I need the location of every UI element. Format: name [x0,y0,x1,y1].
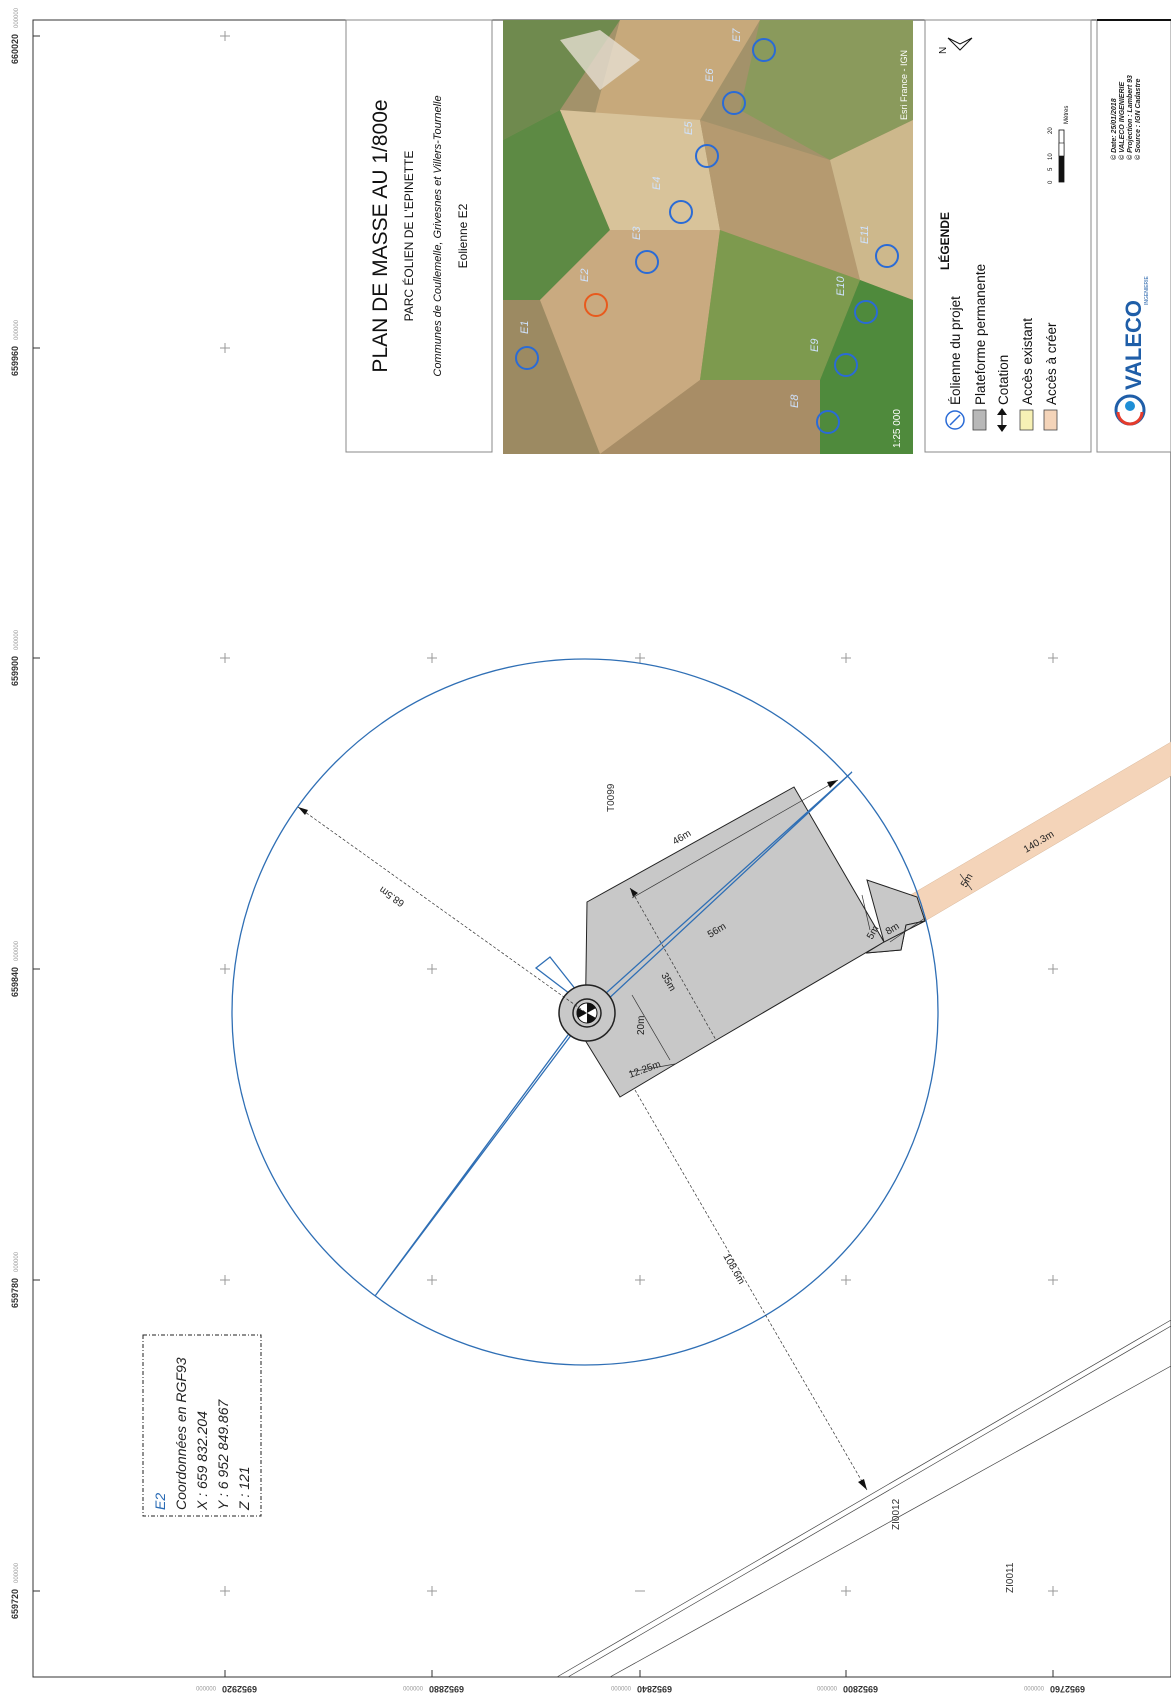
footer-line: © Source : IGN Cadastre [1134,78,1142,160]
footer-line: © Projection : Lambert 93 [1126,75,1134,160]
dim-label: 20m [636,1016,647,1035]
title-communes: Communes de Coullemelle, Grivesnes et Vi… [432,95,444,376]
scale-unit: Mètres [1064,106,1070,124]
scale-tick: 10 [1048,153,1054,160]
inset-scale: 1:25 000 [892,409,903,448]
grid-crosses [220,31,1058,1596]
grid-label-prefix: 000000 [1023,1684,1044,1690]
grid-label-x: 6952840 [637,1684,672,1694]
grid-label-x: 6952880 [429,1684,464,1694]
inset-turbine-label: E8 [789,394,801,408]
title-park: PARC ÉOLIEN DE L'EPINETTE [401,151,416,322]
grid-label-x: 6952920 [222,1684,257,1694]
turbine-icon [945,410,965,430]
inset-turbine-label: E9 [809,339,821,352]
turbine-blades [374,771,853,1297]
scale-bar [1058,129,1065,183]
dimension-arrows [298,780,867,1490]
coord-z: Z : 121 [236,1466,252,1511]
inset-turbine-label: E5 [683,121,695,135]
footer-line: © Date: 25/01/2018 [1110,98,1118,160]
double-arrow-icon [997,408,1007,432]
grid-label-x: 6952760 [1050,1684,1085,1694]
inset-turbine-label: E3 [631,226,643,240]
grid-label-suffix: 000000 [14,1251,20,1272]
footer-panel: © Date: 25/01/2018 © VALECO INGENIERIE ©… [1096,19,1171,453]
inset-turbine-label: E1 [519,321,531,334]
bottom-grid-labels: 6952920 6952880 6952840 6952800 6952760 … [195,1684,1085,1694]
scale-tick: 0 [1048,180,1054,184]
turbine-hub-icon [576,1002,598,1024]
inset-turbine-label: E11 [859,225,871,244]
inset-turbine-label: E6 [704,68,716,82]
grid-label-suffix: 000000 [14,1562,20,1583]
grid-label-suffix: 000000 [14,7,20,28]
parcel-label: ZI0011 [1005,1562,1016,1593]
parcel-label: T0099 [606,783,617,812]
left-grid-labels: 660020 659960 659900 659840 659780 65972… [10,7,20,1619]
platform-corner [865,920,926,954]
parcel-label: ZI0012 [891,1498,902,1530]
inset-credit: Esri France - IGN [899,50,909,120]
valeco-logo: VALECO INGENIERIE [1114,275,1150,426]
coord-y: Y : 6 952 849.867 [215,1399,231,1510]
grid-label-prefix: 000000 [195,1684,216,1690]
grid-label-y: 659780 [10,1278,20,1308]
grid-label-prefix: 000000 [816,1684,837,1690]
yellow-swatch [1019,409,1034,431]
legend-item-label: Cotation [996,355,1011,405]
logo-text: VALECO [1121,300,1146,390]
legend-item-label: Plateforme permanente [973,264,988,405]
grid-label-y: 659720 [10,1589,20,1619]
grid-label-prefix: 000000 [402,1684,423,1690]
coordinates-box: E2 Coordonnées en RGF93 X : 659 832.204 … [142,1334,262,1517]
legend-item-label: Éolienne du projet [948,296,963,405]
gray-swatch [972,409,987,431]
left-ticks [33,35,40,1592]
coord-heading: Coordonnées en RGF93 [173,1357,189,1510]
inset-turbine-label: E2 [579,269,591,282]
legend-panel: LÉGENDE Éolienne du projet Plateforme pe… [924,19,1092,453]
inset-turbine-label: E10 [835,276,847,296]
grid-label-y: 660020 [10,34,20,64]
title-main: PLAN DE MASSE AU 1/800e [369,99,392,372]
grid-label-y: 659960 [10,346,20,376]
grid-label-suffix: 000000 [14,319,20,340]
grid-label-y: 659900 [10,656,20,686]
footer-line: © VALECO INGENIERIE [1118,82,1126,160]
north-label: N [938,47,949,54]
bottom-ticks [224,1670,1054,1677]
coord-x: X : 659 832.204 [194,1411,210,1511]
coord-turbine-id: E2 [152,1493,168,1510]
legend-item-label: Accès à créer [1044,322,1059,405]
turbine-hub-ring [572,998,602,1028]
inset-turbine-label: E7 [731,28,743,42]
inset-turbine-label: E4 [651,177,663,190]
scale-tick: 5 [1048,167,1054,171]
grid-label-suffix: 000000 [14,940,20,961]
grid-label-x: 6952800 [843,1684,878,1694]
title-panel: PLAN DE MASSE AU 1/800e PARC ÉOLIEN DE L… [345,19,493,453]
logo-sub: INGENIERIE [1144,275,1150,305]
scale-tick: 20 [1048,127,1054,134]
cadastre-lines [556,1319,1171,1678]
peach-swatch [1043,409,1058,431]
dimension-lines [297,779,973,1491]
legend-heading: LÉGENDE [937,212,952,270]
grid-label-suffix: 000000 [14,629,20,650]
grid-label-prefix: 000000 [610,1684,631,1690]
grid-label-y: 659840 [10,967,20,997]
legend-item-label: Accès existant [1020,318,1035,405]
rotor-overflight-circle [231,658,939,1366]
title-turbine: Eolienne E2 [456,203,470,268]
north-arrow-icon [947,37,973,51]
inset-aerial-map: E1 E2 E3 E4 E5 E6 E7 E8 E9 E10 E11 1:25 … [503,20,913,454]
